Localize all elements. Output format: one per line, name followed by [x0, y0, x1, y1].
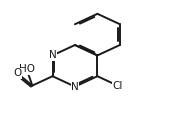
Text: N: N	[49, 50, 56, 60]
Text: Cl: Cl	[112, 81, 123, 91]
Text: N: N	[71, 82, 79, 92]
Text: O: O	[13, 68, 22, 78]
Text: HO: HO	[19, 64, 35, 74]
